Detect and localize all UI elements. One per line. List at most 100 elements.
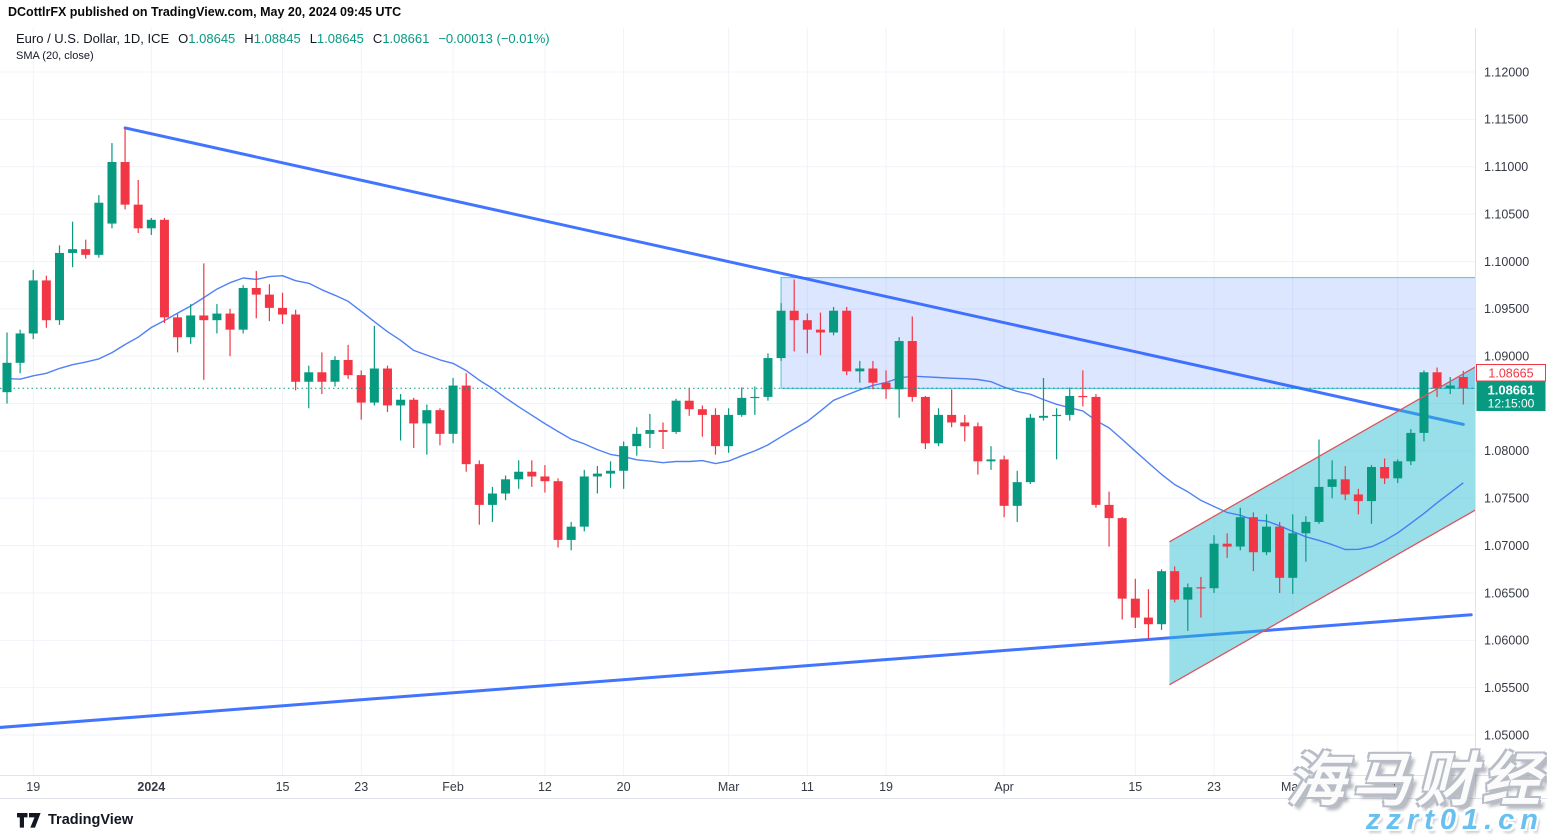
channel-bottom-line[interactable] [1169,505,1484,686]
candle-body [815,329,825,333]
x-tick-label: Feb [442,780,464,794]
candle-up [1157,569,1167,630]
candle-up [1314,439,1324,524]
candle-body [330,359,340,382]
y-tick-label: 1.07000 [1484,539,1529,553]
x-tick-label: 23 [1207,780,1221,794]
candle-body [737,397,747,415]
candle-body [1012,482,1022,506]
candle-body [41,280,51,321]
candles[interactable] [2,127,1468,640]
candle-body [382,368,392,406]
candle-body [1380,466,1390,479]
drawings-layer [0,126,1489,729]
symbol-legend-row[interactable]: Euro / U.S. Dollar, 1D, ICE O1.08645 H1.… [16,31,550,46]
candle-body [881,382,891,390]
candle-body [999,459,1009,506]
channel-top-line[interactable] [1169,362,1484,543]
candle-body [448,385,458,434]
candle-body [697,409,707,415]
alert-price-label[interactable]: 1.08665 [1476,364,1546,382]
candle-body [750,396,760,399]
candle-down [1104,491,1114,547]
candle-body [1117,518,1127,599]
candle-down [343,344,353,379]
candle-down [435,408,445,446]
candle-down [658,422,668,449]
candle-body [829,310,839,333]
candle-body [81,249,91,255]
candle-down [1130,578,1140,629]
ohlc-close: C1.08661 [372,31,430,46]
candle-up [645,413,655,449]
candle-body [1143,617,1153,625]
candle-down [41,275,51,328]
candle-down [1275,521,1285,593]
candle-down [474,460,484,525]
candle-down [553,478,563,548]
rectangle-drawing[interactable] [780,276,1489,389]
candle-down [1170,566,1180,603]
watermark-url: zzrt01.cn [1365,804,1544,836]
candle-body [868,368,878,383]
ohlc-open: O1.08645 [178,31,236,46]
candle-body [461,385,471,465]
candle-up [487,486,497,522]
candle-down [1222,533,1232,558]
y-tick-label: 1.06000 [1484,634,1529,648]
candle-down [1078,370,1088,407]
candle-up [212,304,222,334]
candle-body [1301,521,1311,534]
candle-body [1406,432,1416,462]
candle-up [829,306,839,336]
tradingview-logo[interactable]: TradingView [17,812,133,828]
candle-up [1406,429,1416,466]
y-tick-label: 1.09000 [1484,349,1529,363]
candle-down [947,389,957,428]
candle-up [986,446,996,470]
candle-up [1025,413,1035,485]
candle-up [15,329,25,374]
candle-up [304,365,314,409]
candle-body [710,414,720,447]
channel-drawing-fill[interactable] [1169,362,1484,685]
y-tick-label: 1.07500 [1484,492,1529,506]
candle-body [1445,385,1455,389]
candle-body [619,446,629,471]
candle-body [1222,543,1232,547]
candle-body [1038,415,1048,418]
candle-down [159,217,169,324]
x-tick-label: 19 [26,780,40,794]
candle-up [1445,377,1455,395]
time-axis[interactable]: 19 2024 15 23 Feb 12 20 Mar 11 19 Apr 15 23 May 13 [26,780,1404,794]
candle-down [868,360,878,390]
candle-up [514,460,524,489]
candle-body [1183,587,1193,600]
candle-up [369,325,379,406]
candle-body [1104,504,1114,519]
ascending-trendline[interactable] [0,613,1473,729]
candle-down [907,316,917,402]
sma-line[interactable] [6,275,1464,551]
candle-up [1038,377,1048,421]
x-tick-label: 19 [879,780,893,794]
candle-body [186,315,196,338]
candle-body [238,287,248,330]
candle-down [920,395,930,449]
candle-body [1196,587,1206,589]
countdown-text: 12:15:00 [1488,397,1535,411]
candle-body [527,471,537,477]
candle-down [461,373,471,472]
candle-body [291,314,301,382]
candle-up [1419,370,1429,442]
descending-trendline[interactable] [123,126,1465,426]
indicator-legend-row[interactable]: SMA (20, close) [16,50,94,62]
price-axis[interactable]: 1.12000 1.11500 1.11000 1.10500 1.10000 1.095… [1484,65,1529,742]
ohlc-high: H1.08845 [244,31,301,46]
candle-body [645,430,655,434]
attribution-text: DCottlrFX published on TradingView.com, … [8,5,402,19]
candle-body [225,313,235,330]
